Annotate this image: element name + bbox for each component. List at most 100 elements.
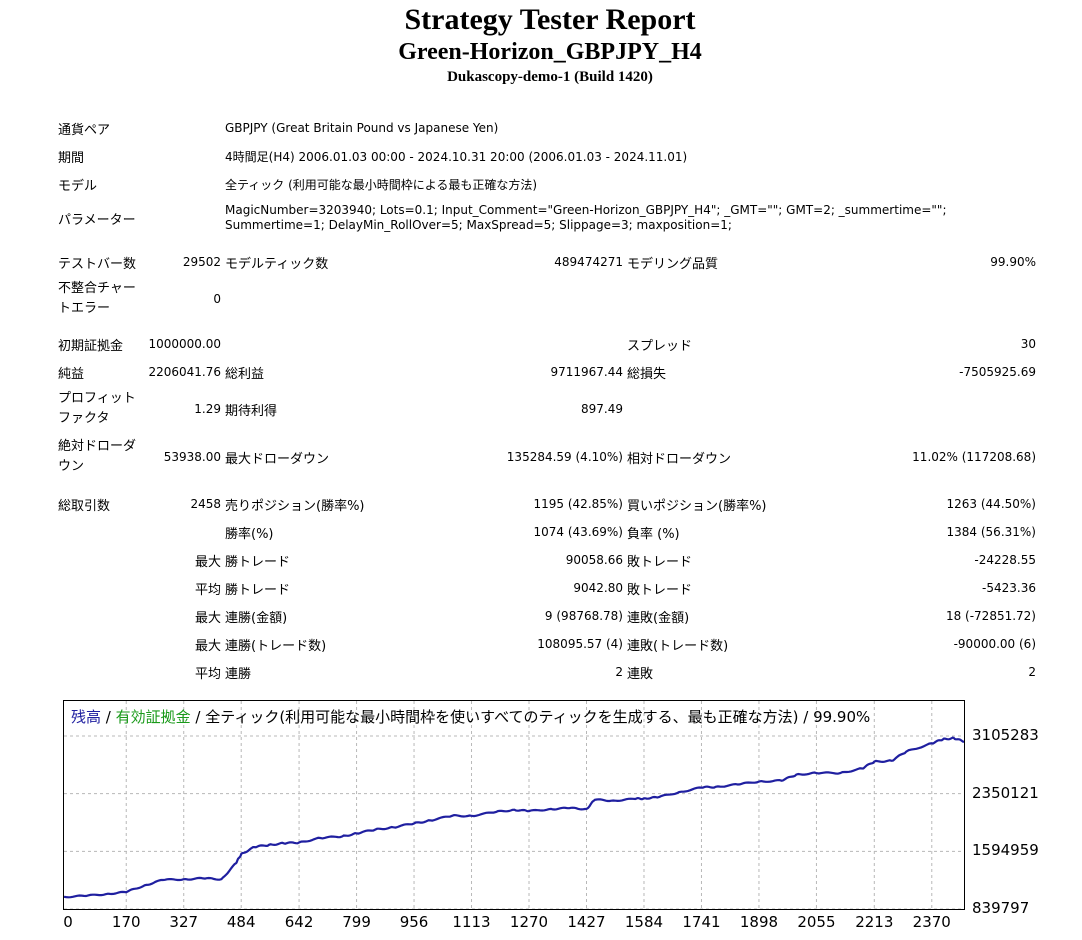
- max-label: 最大: [194, 554, 221, 570]
- absdd-value: 53938.00: [163, 450, 221, 464]
- y-tick-label: 839797: [972, 899, 1030, 917]
- netprofit-label: 純益: [58, 366, 85, 382]
- trades-value: 2458: [190, 497, 221, 511]
- x-tick-label: 1427: [567, 913, 606, 931]
- consec-loss-cnt-value: -90000.00 (6): [953, 637, 1036, 651]
- pf-value: 1.29: [194, 402, 221, 416]
- consec-loss-amt-value: 18 (-72851.72): [945, 609, 1036, 623]
- absdd-label: 絶対ドローダウン: [58, 439, 137, 474]
- avg-win-value: 9042.80: [573, 581, 623, 595]
- chart-plot: [64, 701, 964, 909]
- long-label: 買いポジション(勝率%): [627, 498, 767, 514]
- consec-loss-cnt-label: 連敗(トレード数): [627, 638, 729, 654]
- server-build: Dukascopy-demo-1 (Build 1420): [447, 69, 653, 85]
- avg-consec-win-value: 2: [615, 665, 623, 679]
- legend-sep: /: [101, 708, 116, 726]
- y-tick-label: 1594959: [972, 841, 1039, 860]
- spread-value: 30: [1020, 337, 1036, 351]
- deposit-value: 1000000.00: [148, 337, 221, 351]
- model-label: モデル: [58, 178, 98, 194]
- y-tick-label: 2350121: [972, 783, 1039, 802]
- legend-equity: 有効証拠金: [115, 708, 191, 726]
- legend-desc: / 全ティック(利用可能な最小時間枠を使いすべてのティックを生成する、最も正確な…: [190, 708, 871, 726]
- quality-label: モデリング品質: [627, 256, 719, 272]
- grossprofit-label: 総利益: [225, 366, 265, 382]
- reldd-value: 11.02% (117208.68): [912, 450, 1036, 464]
- bars-label: テストバー数: [58, 256, 137, 272]
- x-tick-label: 1113: [452, 913, 491, 931]
- reldd-label: 相対ドローダウン: [627, 451, 732, 467]
- x-tick-label: 327: [169, 913, 199, 931]
- max-label: 最大: [194, 638, 221, 654]
- pair-label: 通貨ペア: [58, 122, 111, 138]
- period-label: 期間: [58, 150, 85, 166]
- deposit-label: 初期証拠金: [58, 338, 124, 354]
- avg-label: 平均: [194, 666, 221, 682]
- avg-win-label: 勝トレード: [225, 582, 291, 598]
- ticks-value: 489474271: [554, 255, 623, 269]
- mismatch-value: 0: [213, 292, 221, 306]
- max-label: 最大: [194, 610, 221, 626]
- consec-win-amt-value: 9 (98768.78): [544, 609, 623, 623]
- spread-label: スプレッド: [627, 338, 693, 354]
- x-tick-label: 170: [111, 913, 141, 931]
- x-tick-label: 1584: [624, 913, 664, 931]
- model-value: 全ティック (利用可能な最小時間枠による最も正確な方法): [225, 177, 538, 192]
- report-subtitle: Green-Horizon_GBPJPY_H4: [398, 39, 702, 65]
- pf-label: プロフィットファクタ: [58, 391, 136, 426]
- short-value: 1195 (42.85%): [533, 497, 623, 511]
- balance-chart: 残高 / 有効証拠金 / 全ティック(利用可能な最小時間枠を使いすべてのティック…: [63, 700, 965, 910]
- avg-consec-loss-value: 2: [1028, 665, 1036, 679]
- y-tick-label: 3105283: [972, 726, 1039, 744]
- pair-value: GBPJPY (Great Britain Pound vs Japanese …: [225, 121, 499, 135]
- x-tick-label: 2055: [797, 913, 836, 931]
- consec-loss-amt-label: 連敗(金額): [627, 610, 690, 626]
- mismatch-label: 不整合チャートエラー: [58, 281, 136, 316]
- period-value: 4時間足(H4) 2006.01.03 00:00 - 2024.10.31 2…: [225, 149, 688, 164]
- x-tick-label: 642: [284, 913, 314, 931]
- largest-loss-label: 敗トレード: [627, 554, 693, 570]
- ticks-label: モデルティック数: [225, 256, 329, 272]
- lossrate-value: 1384 (56.31%): [946, 525, 1036, 539]
- largest-win-label: 勝トレード: [225, 554, 291, 570]
- bars-value: 29502: [182, 255, 221, 269]
- long-value: 1263 (44.50%): [946, 497, 1036, 511]
- grossloss-label: 総損失: [627, 366, 667, 382]
- maxdd-label: 最大ドローダウン: [225, 451, 330, 467]
- consec-win-cnt-value: 108095.57 (4): [537, 637, 623, 651]
- short-label: 売りポジション(勝率%): [225, 498, 365, 514]
- balance-line: [64, 736, 964, 899]
- x-tick-label: 1741: [682, 913, 721, 931]
- trades-label: 総取引数: [58, 498, 111, 514]
- largest-loss-value: -24228.55: [974, 553, 1036, 567]
- winrate-value: 1074 (43.69%): [533, 525, 623, 539]
- avg-label: 平均: [194, 582, 221, 598]
- winrate-label: 勝率(%): [225, 526, 274, 542]
- grossloss-value: -7505925.69: [959, 365, 1036, 379]
- legend-balance: 残高: [71, 708, 102, 726]
- quality-value: 99.90%: [990, 255, 1036, 269]
- report-title: Strategy Tester Report: [404, 3, 696, 36]
- avg-loss-value: -5423.36: [982, 581, 1036, 595]
- x-tick-label: 1898: [739, 913, 779, 931]
- report-table: 通貨ペア GBPJPY (Great Britain Pound vs Japa…: [56, 114, 1038, 686]
- avg-loss-label: 敗トレード: [627, 582, 693, 598]
- consec-win-amt-label: 連勝(金額): [225, 610, 288, 626]
- x-tick-label: 2213: [855, 913, 894, 931]
- maxdd-value: 135284.59 (4.10%): [506, 450, 623, 464]
- netprofit-value: 2206041.76: [148, 365, 221, 379]
- largest-win-value: 90058.66: [565, 553, 623, 567]
- params-label: パラメーター: [58, 212, 136, 228]
- x-tick-label: 799: [342, 913, 371, 931]
- grossprofit-value: 9711967.44: [550, 365, 623, 379]
- avg-consec-win-label: 連勝: [225, 666, 252, 682]
- x-tick-label: 484: [226, 913, 256, 931]
- x-tick-label: 0: [63, 913, 73, 931]
- x-tick-label: 956: [399, 913, 429, 931]
- x-tick-label: 2370: [912, 913, 951, 931]
- lossrate-label: 負率 (%): [627, 526, 680, 542]
- expected-label: 期待利得: [225, 403, 278, 419]
- x-tick-label: 1270: [509, 913, 549, 931]
- consec-win-cnt-label: 連勝(トレード数): [225, 638, 327, 654]
- avg-consec-loss-label: 連敗: [627, 666, 654, 682]
